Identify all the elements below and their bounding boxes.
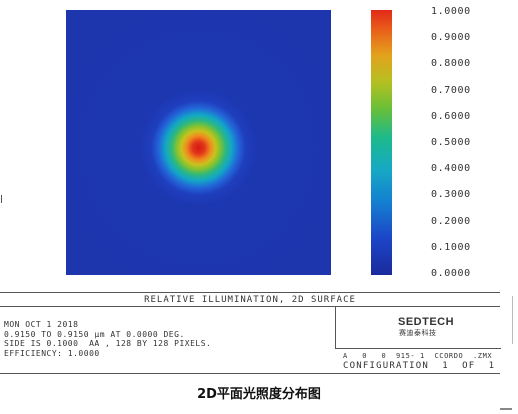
company-logo: SEDTECH (398, 316, 455, 328)
file-codes: A 0 0 915- 1 CCORDO .ZMX (343, 352, 493, 360)
illumination-2d-plot (66, 10, 331, 275)
colorbar-tick-label: 0.2000 (431, 215, 471, 227)
colorbar-tick-label: 0.6000 (431, 110, 471, 122)
info-side: SIDE IS 0.1000 AA , 128 BY 128 PIXELS. (4, 339, 212, 348)
figure-caption: 2D平面光照度分布图 (197, 387, 321, 402)
frame-title: RELATIVE ILLUMINATION, 2D SURFACE (144, 295, 356, 305)
frame-title-divider (0, 306, 500, 307)
logo-box (335, 306, 501, 349)
colorbar-tick-label: 0.0000 (431, 268, 471, 279)
info-date: MON OCT 1 2018 (4, 320, 79, 329)
info-wavelength: 0.9150 TO 0.9150 µm AT 0.0000 DEG. (4, 329, 185, 339)
colorbar-tick-label: 0.5000 (431, 137, 471, 148)
left-edge-mark (1, 195, 2, 203)
info-efficiency: EFFICIENCY: 1.0000 (4, 348, 100, 358)
colorbar-tick-label: 0.3000 (431, 189, 471, 201)
colorbar (371, 10, 392, 275)
right-edge-mark (512, 296, 513, 344)
colorbar-tick-label: 0.1000 (431, 241, 471, 253)
colorbar-tick-label: 0.7000 (431, 84, 471, 96)
colorbar-tick-label: 0.9000 (431, 32, 471, 44)
colorbar-tick-label: 1.0000 (431, 6, 471, 17)
frame-bottom-border (0, 373, 500, 374)
info-block: MON OCT 1 2018 0.9150 TO 0.9150 µm AT 0.… (0, 320, 211, 358)
configuration-label: CONFIGURATION 1 OF 1 (343, 361, 496, 371)
corner-mark (500, 408, 512, 410)
colorbar-tick-label: 0.8000 (431, 58, 471, 70)
frame-top-border (0, 292, 500, 293)
colorbar-tick-label: 0.4000 (431, 163, 471, 175)
company-logo-subtitle: 赛迪泰科技 (399, 330, 437, 337)
